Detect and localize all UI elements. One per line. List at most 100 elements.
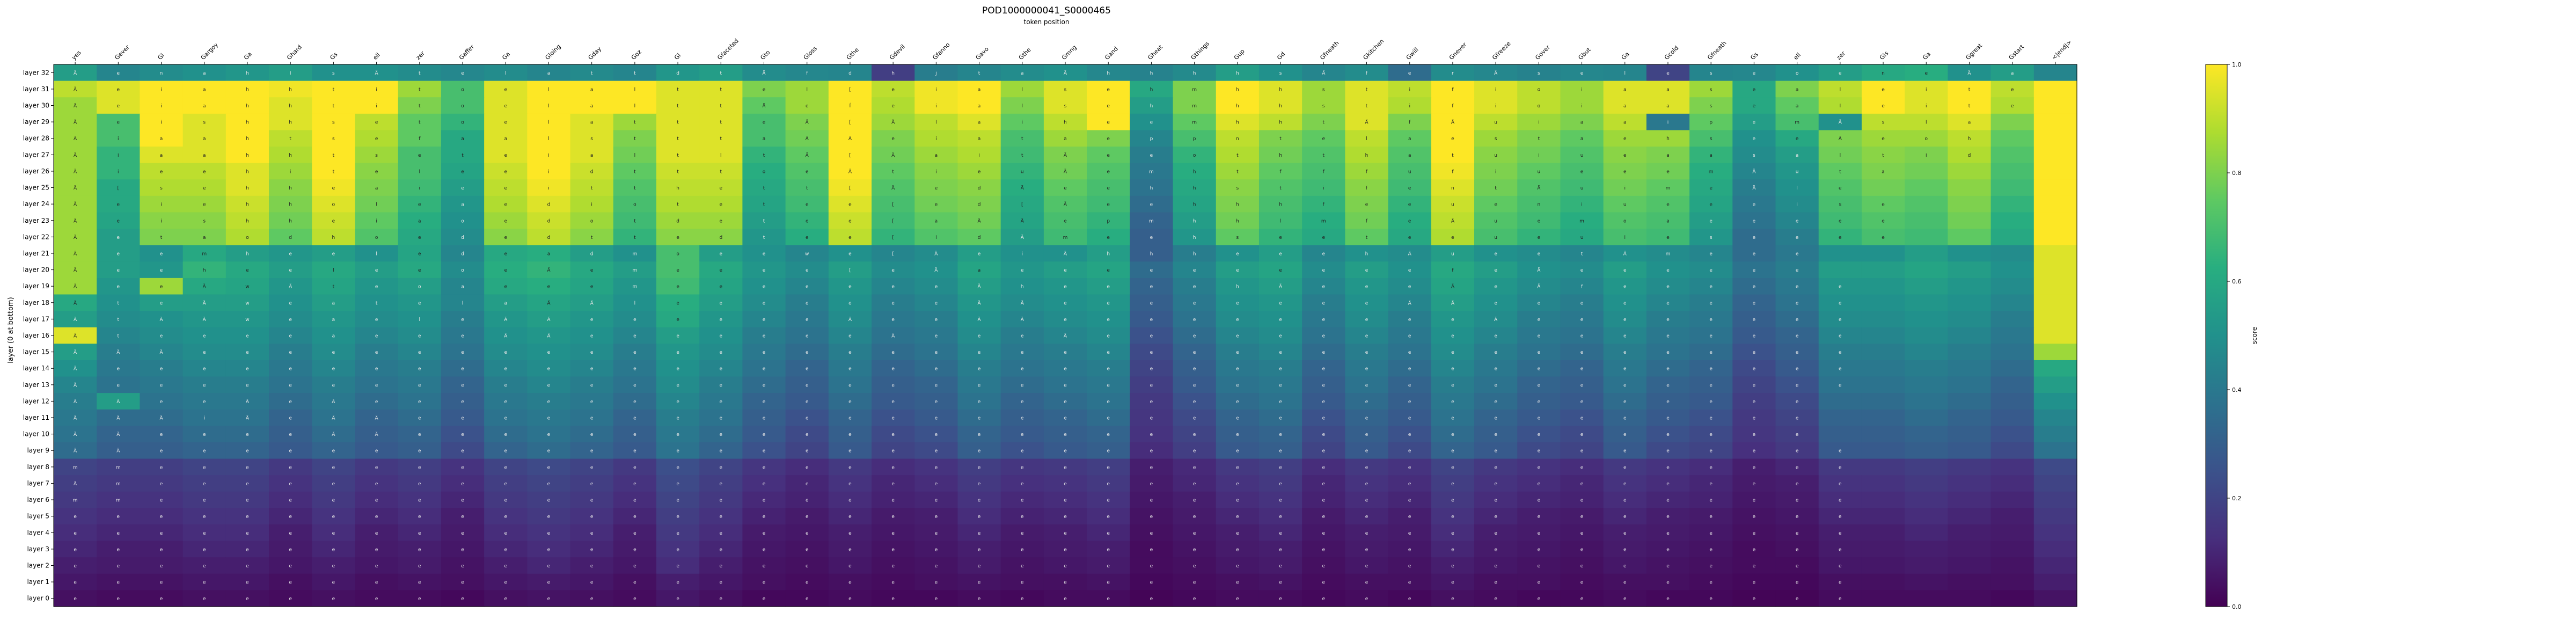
heatmap-cell-label: Ä <box>1408 251 1412 257</box>
heatmap-cell-label: i <box>1022 251 1023 257</box>
heatmap-cell <box>699 261 743 279</box>
heatmap-cell <box>957 393 1001 410</box>
heatmap-cell <box>355 442 399 459</box>
heatmap-cell <box>1302 524 1345 542</box>
heatmap-cell <box>1474 442 1518 459</box>
heatmap-cell-label: e <box>676 564 679 569</box>
heatmap-cell-label: e <box>633 367 636 372</box>
heatmap-cell-label: e <box>1494 482 1497 487</box>
heatmap-cell-label: e <box>1709 596 1713 602</box>
heatmap-cell-label: i <box>1495 87 1497 92</box>
heatmap-cell <box>656 590 700 607</box>
heatmap-cell <box>1130 179 1174 196</box>
heatmap-cell <box>1560 491 1604 508</box>
y-tick-label: layer 10 <box>23 431 49 438</box>
heatmap-cell <box>355 541 399 558</box>
heatmap-cell-label: e <box>1796 301 1799 306</box>
heatmap-cell-label: e <box>1753 498 1756 504</box>
heatmap-cell-label: e <box>1064 514 1067 520</box>
heatmap-cell <box>1216 590 1260 607</box>
heatmap-cell-label: e <box>1753 317 1756 323</box>
heatmap-cell <box>1388 64 1432 82</box>
heatmap-cell-label: e <box>289 547 292 552</box>
heatmap-cell-label: e <box>1279 449 1282 454</box>
heatmap-cell <box>1861 409 1905 426</box>
heatmap-cell <box>1775 426 1819 443</box>
heatmap-cell <box>1990 557 2035 574</box>
heatmap-cell <box>1818 229 1862 246</box>
heatmap-cell <box>1861 524 1905 542</box>
heatmap-cell-label: e <box>289 399 292 405</box>
heatmap-cell <box>1130 327 1174 344</box>
heatmap-cell <box>914 163 958 180</box>
heatmap-cell-label: Ä <box>1021 300 1024 306</box>
heatmap-cell-label: t <box>677 87 679 92</box>
heatmap-cell <box>1216 278 1260 295</box>
heatmap-cell-label: h <box>1193 202 1196 208</box>
heatmap-cell-label: e <box>1709 186 1713 191</box>
heatmap-cell-label: h <box>1193 186 1196 191</box>
heatmap-cell <box>1905 147 1948 164</box>
heatmap-cell <box>828 475 872 492</box>
heatmap-cell-label: Ä <box>246 399 250 405</box>
heatmap-cell <box>828 130 872 147</box>
heatmap-cell <box>1646 163 1690 180</box>
heatmap-cell <box>225 590 269 607</box>
heatmap-cell-label: d <box>547 218 551 224</box>
heatmap-cell <box>742 475 786 492</box>
heatmap-cell <box>1000 130 1044 147</box>
x-tick-label: Ga <box>501 50 511 61</box>
heatmap-cell <box>1732 81 1776 98</box>
heatmap-cell-label: i <box>1667 120 1669 126</box>
heatmap-cell-label: w <box>245 317 249 323</box>
heatmap-cell <box>1775 294 1819 311</box>
heatmap-cell-label: e <box>504 383 507 388</box>
heatmap-cell-label: m <box>1321 218 1326 224</box>
heatmap-cell-label: e <box>1451 383 1454 388</box>
heatmap-cell <box>312 475 356 492</box>
heatmap-cell <box>484 442 528 459</box>
heatmap-cell-label: e <box>935 367 938 372</box>
heatmap-cell <box>1431 508 1475 525</box>
heatmap-cell-label: e <box>1580 580 1584 586</box>
heatmap-cell <box>872 475 915 492</box>
heatmap-cell-label: e <box>1753 104 1756 109</box>
x-tick-label: Gday <box>587 45 603 61</box>
heatmap-cell <box>957 311 1001 328</box>
heatmap-cell <box>527 508 571 525</box>
heatmap-cell <box>872 130 915 147</box>
heatmap-cell <box>1258 130 1302 147</box>
heatmap-cell <box>914 327 958 344</box>
heatmap-cell <box>1302 557 1345 574</box>
heatmap-cell-label: e <box>504 235 507 240</box>
heatmap-cell <box>742 179 786 196</box>
heatmap-cell <box>1603 442 1647 459</box>
heatmap-cell <box>1000 229 1044 246</box>
heatmap-cell <box>1043 426 1087 443</box>
heatmap-cell-label: [ <box>892 251 894 257</box>
heatmap-cell-label: e <box>676 285 679 290</box>
heatmap-cell-label: e <box>1666 416 1670 421</box>
heatmap-cell-label: e <box>1107 104 1110 109</box>
heatmap-cell <box>1560 229 1604 246</box>
heatmap-cell-label: l <box>548 104 550 109</box>
heatmap-cell-label: t <box>1279 136 1282 142</box>
x-tick-label: yes <box>70 49 83 61</box>
heatmap-cell-label: e <box>1408 399 1411 405</box>
heatmap-cell <box>914 508 958 525</box>
heatmap-cell <box>527 491 571 508</box>
heatmap-cell <box>1990 360 2035 377</box>
heatmap-cell-label: e <box>978 350 981 355</box>
heatmap-cell-label: e <box>1193 383 1196 388</box>
heatmap-cell-label: Ä <box>74 300 77 306</box>
heatmap-cell-label: e <box>848 251 852 257</box>
heatmap-cell-label: e <box>1193 350 1196 355</box>
heatmap-cell <box>1948 113 1992 131</box>
heatmap-cell <box>398 491 442 508</box>
heatmap-cell-label: s <box>1322 104 1325 109</box>
heatmap-cell-label: e <box>1753 465 1756 470</box>
heatmap-cell <box>1431 81 1475 98</box>
heatmap-cell-label: e <box>1236 268 1239 273</box>
heatmap-cell <box>1732 557 1776 574</box>
heatmap-cell-label: e <box>1064 416 1067 421</box>
